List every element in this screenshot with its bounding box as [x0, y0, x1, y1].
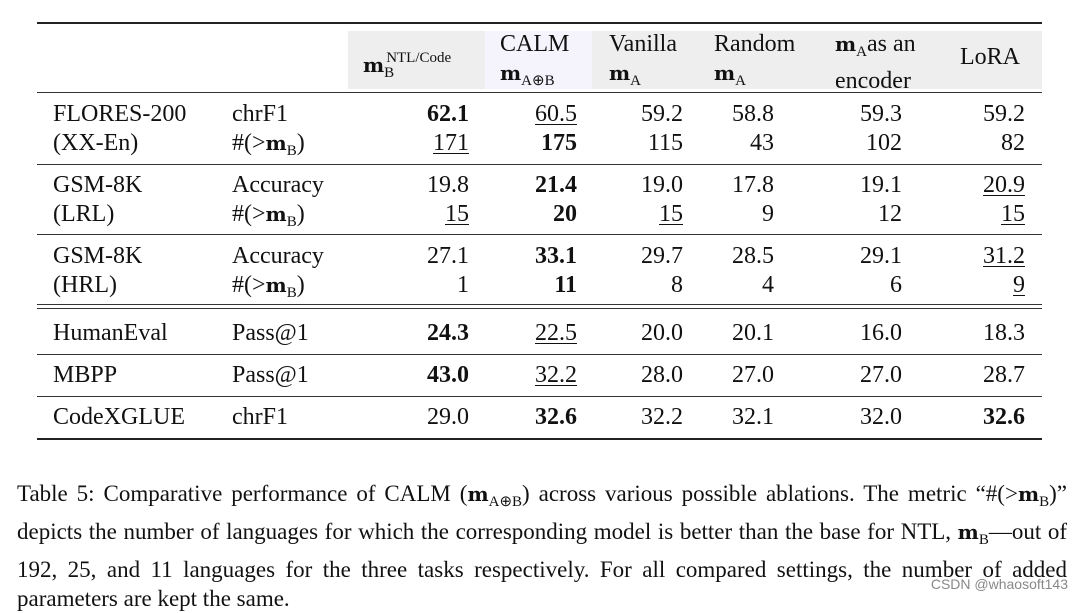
value-cell: 15	[1001, 201, 1025, 227]
value-cell: 32.6	[535, 404, 577, 430]
value-cell: 43	[750, 130, 774, 156]
task-subname: (LRL)	[53, 201, 115, 227]
header-mb: mBNTL/Code	[363, 50, 452, 81]
task-name: MBPP	[53, 362, 118, 388]
value-cell: 171	[433, 130, 469, 156]
value-cell: 22.5	[535, 320, 577, 346]
value-cell: 28.0	[641, 362, 683, 388]
value-cell: 82	[1001, 130, 1025, 156]
value-cell: 43.0	[427, 362, 469, 388]
value-cell: 19.8	[427, 172, 469, 198]
value-cell: 11	[554, 272, 577, 298]
value-cell: 60.5	[535, 101, 577, 127]
top-rule	[37, 22, 1042, 24]
value-cell: 27.0	[860, 362, 902, 388]
double-rule-a	[37, 304, 1042, 305]
value-cell: 29.1	[860, 243, 902, 269]
value-cell: 6	[890, 272, 902, 298]
watermark: CSDN @whaosoft143	[930, 576, 1068, 592]
header-shade-calm	[485, 31, 592, 89]
value-cell: 1	[457, 272, 469, 298]
value-cell: 20	[553, 201, 577, 227]
value-cell: 32.0	[860, 404, 902, 430]
task-name: HumanEval	[53, 320, 168, 346]
value-cell: 58.8	[732, 101, 774, 127]
metric-name: #(>mB)	[232, 272, 305, 301]
header-vanilla: Vanilla mA	[609, 31, 677, 89]
value-cell: 102	[866, 130, 902, 156]
value-cell: 28.7	[983, 362, 1025, 388]
task-name: FLORES-200	[53, 101, 187, 127]
metric-name: #(>mB)	[232, 201, 305, 230]
value-cell: 17.8	[732, 172, 774, 198]
value-cell: 28.5	[732, 243, 774, 269]
value-cell: 15	[445, 201, 469, 227]
value-cell: 20.0	[641, 320, 683, 346]
metric-name: Accuracy	[232, 243, 324, 269]
metric-name: Accuracy	[232, 172, 324, 198]
group-rule-2	[37, 234, 1042, 235]
task-name: CodeXGLUE	[53, 404, 185, 430]
value-cell: 29.0	[427, 404, 469, 430]
value-cell: 62.1	[427, 101, 469, 127]
double-rule-b	[37, 308, 1042, 309]
value-cell: 21.4	[535, 172, 577, 198]
group-rule-5	[37, 396, 1042, 397]
value-cell: 32.6	[983, 404, 1025, 430]
value-cell: 115	[647, 130, 683, 156]
value-cell: 20.1	[732, 320, 774, 346]
value-cell: 29.7	[641, 243, 683, 269]
metric-name: Pass@1	[232, 320, 309, 346]
value-cell: 20.9	[983, 172, 1025, 198]
value-cell: 59.3	[860, 101, 902, 127]
task-subname: (HRL)	[53, 272, 117, 298]
value-cell: 19.1	[860, 172, 902, 198]
task-name: GSM-8K	[53, 243, 143, 269]
metric-name: chrF1	[232, 404, 288, 430]
value-cell: 31.2	[983, 243, 1025, 269]
metric-name: Pass@1	[232, 362, 309, 388]
value-cell: 18.3	[983, 320, 1025, 346]
value-cell: 9	[1013, 272, 1025, 298]
header-rule	[37, 92, 1042, 93]
value-cell: 32.2	[535, 362, 577, 388]
value-cell: 33.1	[535, 243, 577, 269]
bottom-rule	[37, 438, 1042, 440]
value-cell: 19.0	[641, 172, 683, 198]
group-rule-1	[37, 164, 1042, 165]
header-shade-rest	[592, 31, 1042, 89]
value-cell: 24.3	[427, 320, 469, 346]
value-cell: 16.0	[860, 320, 902, 346]
header-calm: CALM mA⊕B	[500, 31, 570, 89]
value-cell: 27.1	[427, 243, 469, 269]
header-shade-mb	[348, 31, 485, 89]
metric-name: #(>mB)	[232, 130, 305, 159]
value-cell: 8	[671, 272, 683, 298]
value-cell: 9	[762, 201, 774, 227]
value-cell: 4	[762, 272, 774, 298]
task-name: GSM-8K	[53, 172, 143, 198]
header-random: Random mA	[714, 31, 796, 89]
metric-name: chrF1	[232, 101, 288, 127]
value-cell: 15	[659, 201, 683, 227]
table-caption: Table 5: Comparative performance of CALM…	[17, 481, 1067, 611]
value-cell: 12	[878, 201, 902, 227]
value-cell: 32.1	[732, 404, 774, 430]
value-cell: 59.2	[641, 101, 683, 127]
header-encoder: mAas an encoder	[835, 31, 916, 94]
value-cell: 175	[541, 130, 577, 156]
value-cell: 59.2	[983, 101, 1025, 127]
value-cell: 32.2	[641, 404, 683, 430]
group-rule-4	[37, 354, 1042, 355]
task-subname: (XX-En)	[53, 130, 139, 156]
header-lora: LoRA	[960, 44, 1020, 70]
value-cell: 27.0	[732, 362, 774, 388]
